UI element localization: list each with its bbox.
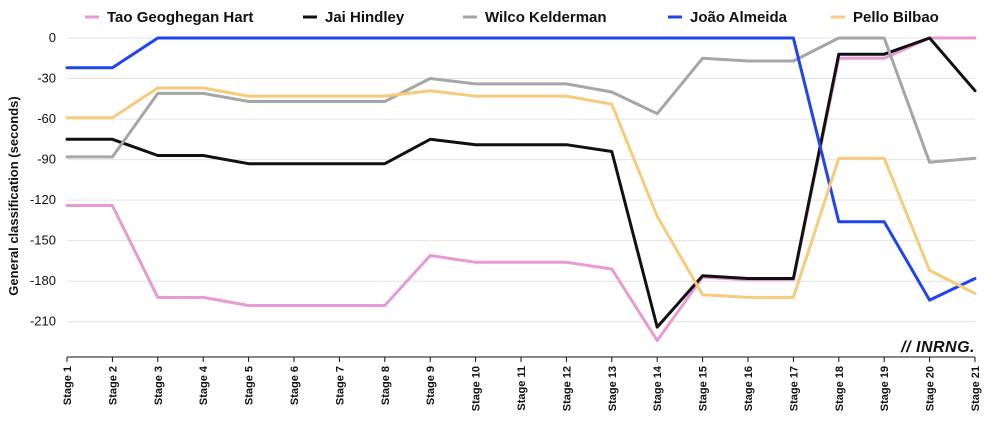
series-lines (65, 36, 977, 343)
x-tick-label: Stage 8 (380, 366, 392, 405)
y-tick-label: -150 (30, 233, 56, 248)
legend-label: Pello Bilbao (853, 9, 939, 26)
y-tick-label: -60 (37, 111, 56, 126)
legend-item: Wilco Kelderman (463, 9, 607, 26)
watermark-logo: // INRNG. (900, 339, 975, 356)
y-tick-label: -120 (30, 192, 56, 207)
y-axis-ticks: 0 -30 -60 -90 -120 -150 -180 -210 (30, 30, 56, 329)
y-tick-label: -180 (30, 273, 56, 288)
x-axis-ticks: Stage 1 Stage 2 Stage 3 Stage 4 Stage 5 Stage… (62, 357, 982, 411)
x-tick-label: Stage 9 (425, 366, 437, 405)
x-tick-label: Stage 2 (107, 366, 119, 405)
x-tick-label: Stage 5 (244, 366, 256, 405)
legend-item: Pello Bilbao (831, 9, 939, 26)
legend-item: Tao Geoghegan Hart (85, 9, 253, 26)
x-tick-label: Stage 17 (788, 366, 800, 411)
x-tick-label: Stage 20 (925, 366, 937, 411)
legend-item: João Almeida (668, 9, 788, 26)
x-tick-label: Stage 10 (471, 366, 483, 411)
gridlines (67, 37, 975, 323)
y-tick-label: -90 (37, 152, 56, 167)
x-tick-label: Stage 19 (879, 366, 891, 411)
y-tick-label: -30 (37, 71, 56, 86)
y-tick-label: 0 (49, 30, 56, 45)
legend-label: Jai Hindley (325, 9, 405, 26)
legend-label: Wilco Kelderman (485, 9, 607, 26)
x-tick-label: Stage 16 (743, 366, 755, 411)
legend: Tao Geoghegan Hart Jai Hindley Wilco Kelde… (85, 9, 939, 26)
x-tick-label: Stage 7 (334, 366, 346, 405)
x-tick-label: Stage 13 (607, 366, 619, 411)
series-line-3 (65, 36, 977, 302)
legend-label: Tao Geoghegan Hart (107, 9, 253, 26)
series-line-4 (65, 86, 977, 299)
series-line-1 (65, 36, 977, 329)
y-tick-label: -210 (30, 314, 56, 329)
x-tick-label: Stage 18 (834, 366, 846, 411)
x-tick-label: Stage 4 (198, 365, 210, 405)
x-tick-label: Stage 6 (289, 366, 301, 405)
x-tick-label: Stage 12 (561, 366, 573, 411)
x-tick-label: Stage 15 (698, 366, 710, 411)
legend-item: Jai Hindley (303, 9, 405, 26)
x-tick-label: Stage 1 (62, 366, 74, 405)
x-tick-label: Stage 11 (516, 366, 528, 411)
x-tick-label: Stage 14 (652, 365, 664, 411)
legend-label: João Almeida (690, 9, 788, 26)
x-tick-label: Stage 21 (970, 366, 982, 411)
y-axis-label: General classification (seconds) (6, 96, 21, 295)
x-tick-label: Stage 3 (153, 366, 165, 405)
series-line-2 (65, 36, 977, 164)
